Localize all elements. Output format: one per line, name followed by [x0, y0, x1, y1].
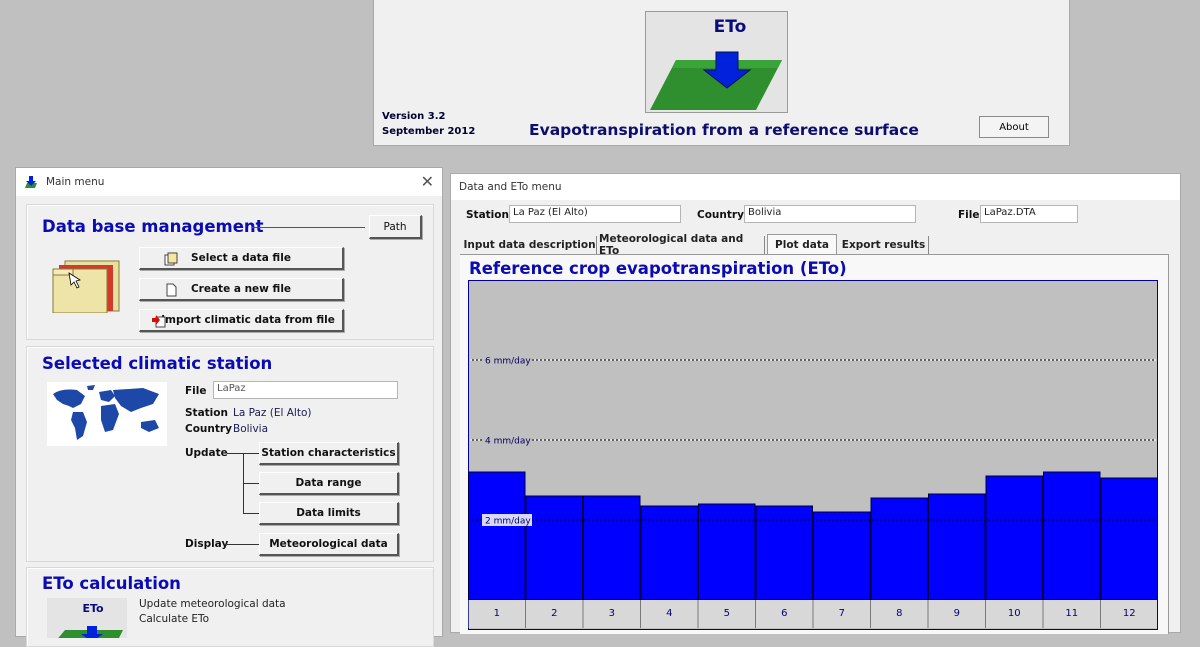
- select-data-file-button[interactable]: Select a data file: [139, 247, 344, 270]
- bar-month-2: [525, 495, 583, 601]
- bar-month-12: [1100, 477, 1158, 601]
- logo-text: ETo: [714, 17, 747, 37]
- data-range-button[interactable]: Data range: [259, 472, 399, 495]
- about-button[interactable]: About: [979, 116, 1049, 138]
- plot-heading: Reference crop evapotranspiration (ETo): [469, 259, 847, 278]
- gridline-label-bg: [482, 354, 532, 366]
- main-menu-title: Main menu: [46, 176, 105, 188]
- tab-export-results[interactable]: Export results: [839, 236, 929, 254]
- gridline-label: 6 mm/day: [485, 357, 531, 367]
- bar-month-4: [640, 505, 698, 601]
- calculate-eto-text: Calculate ETo: [139, 613, 210, 625]
- gridline-label: 4 mm/day: [485, 437, 531, 447]
- file-label: File: [185, 385, 207, 397]
- bar-month-11: [1043, 471, 1101, 601]
- tab-plot-data[interactable]: Plot data: [767, 234, 837, 255]
- select-data-file-label: Select a data file: [191, 252, 291, 264]
- app-icon: [24, 175, 38, 189]
- eto-calc-heading: ETo calculation: [42, 574, 181, 593]
- x-tick-label: 6: [781, 608, 787, 619]
- dw-country-label: Country: [697, 209, 744, 221]
- country-value: Bolivia: [233, 423, 269, 435]
- x-tick-label: 3: [609, 608, 615, 619]
- create-new-file-button[interactable]: Create a new file: [139, 278, 344, 301]
- database-heading: Data base management: [42, 217, 264, 236]
- x-tick-label: 8: [896, 608, 902, 619]
- bar-month-7: [813, 511, 871, 601]
- tab-input-data-description[interactable]: Input data description: [463, 236, 597, 254]
- eto-calc-logo: ETo: [47, 598, 127, 642]
- x-tick-label: 4: [666, 608, 672, 619]
- station-heading: Selected climatic station: [42, 354, 273, 373]
- station-file-field[interactable]: LaPaz: [213, 381, 398, 399]
- station-panel: Selected climatic station File LaPaz Sta…: [26, 346, 434, 562]
- path-button[interactable]: Path: [369, 215, 422, 239]
- update-label: Update: [185, 447, 228, 459]
- display-label: Display: [185, 538, 229, 550]
- main-menu-titlebar: Main menu ✕: [16, 168, 442, 196]
- data-eto-titlebar: Data and ETo menu: [451, 174, 1180, 200]
- world-map-icon: [47, 382, 167, 446]
- gridline-label-bg: [482, 514, 532, 526]
- country-label: Country: [185, 423, 232, 435]
- data-limits-button[interactable]: Data limits: [259, 502, 399, 525]
- dw-station-field[interactable]: La Paz (El Alto): [509, 205, 681, 223]
- import-climatic-data-button[interactable]: Import climatic data from file: [139, 309, 344, 332]
- dw-country-field[interactable]: Bolivia: [744, 205, 916, 223]
- new-file-icon: [164, 283, 178, 297]
- dw-station-label: Station: [466, 209, 509, 221]
- bar-month-3: [583, 495, 641, 601]
- bar-month-9: [928, 493, 986, 601]
- dw-file-label: File: [958, 209, 980, 221]
- station-value: La Paz (El Alto): [233, 407, 312, 419]
- connector: [243, 513, 259, 514]
- version-date: September 2012: [382, 126, 476, 137]
- data-eto-title: Data and ETo menu: [459, 181, 562, 193]
- close-icon[interactable]: ✕: [420, 172, 434, 191]
- gridline-label-bg: [482, 434, 532, 446]
- gridline-label: 2 mm/day: [485, 517, 531, 527]
- x-tick-label: 7: [839, 608, 845, 619]
- x-tick-label: 2: [551, 608, 557, 619]
- database-panel: Data base management Path Select a data …: [26, 204, 434, 340]
- station-label: Station: [185, 407, 228, 419]
- x-tick-label: 1: [494, 608, 500, 619]
- x-tick-label: 5: [724, 608, 730, 619]
- bar-month-10: [985, 475, 1043, 601]
- eto-calc-logo-text: ETo: [82, 602, 104, 615]
- version-info: Version 3.2 September 2012: [382, 109, 475, 139]
- folder-icon: [49, 255, 123, 314]
- splash-title: Evapotranspiration from a reference surf…: [529, 121, 919, 139]
- x-tick-label: 11: [1065, 608, 1078, 619]
- x-tick-label: 10: [1008, 608, 1021, 619]
- import-icon: [152, 314, 166, 328]
- splash-window: ETo Version 3.2 September 2012 Evapotran…: [373, 0, 1070, 146]
- tab-meteorological-data[interactable]: Meteorological data and ETo: [599, 233, 765, 257]
- bar-month-6: [755, 505, 813, 601]
- bar-month-8: [870, 497, 928, 601]
- x-tick-label: 12: [1123, 608, 1136, 619]
- eto-calculation-panel: ETo calculation ETo Update meteorologica…: [26, 567, 434, 647]
- dw-file-field[interactable]: LaPaz.DTA: [980, 205, 1078, 223]
- x-tick-label: 9: [954, 608, 960, 619]
- connector: [227, 544, 259, 545]
- divider: [252, 227, 365, 228]
- version-label: Version 3.2: [382, 111, 446, 122]
- update-meteo-text: Update meteorological data: [139, 598, 286, 610]
- open-file-icon: [164, 252, 178, 266]
- station-characteristics-button[interactable]: Station characteristics: [259, 442, 399, 465]
- bar-month-5: [698, 503, 756, 601]
- meteorological-data-button[interactable]: Meteorological data: [259, 533, 399, 556]
- eto-logo: ETo: [645, 11, 788, 113]
- main-menu-window: Main menu ✕ Data base management Path Se…: [15, 167, 443, 647]
- connector: [243, 483, 259, 484]
- import-climatic-data-label: Import climatic data from file: [161, 314, 335, 326]
- bar-month-1: [468, 471, 526, 601]
- create-new-file-label: Create a new file: [190, 283, 292, 295]
